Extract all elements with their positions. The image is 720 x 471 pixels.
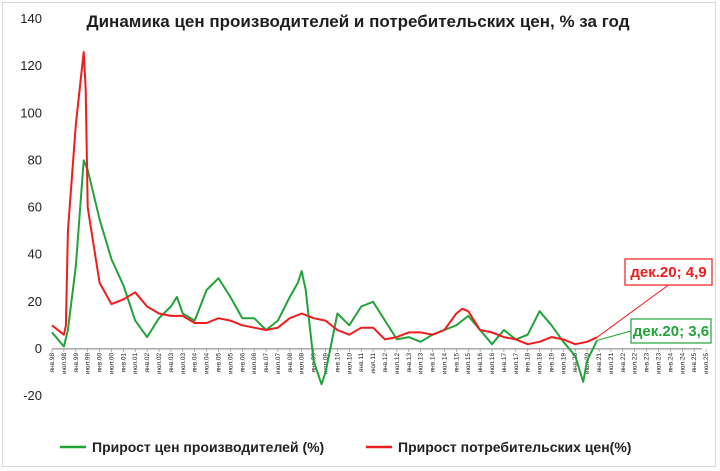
x-tick-label: янв.00 [97, 353, 104, 373]
x-tick-label: июл.07 [275, 353, 282, 375]
y-tick-label: 140 [20, 11, 42, 26]
callout-label: дек.20; 4,9 [630, 264, 706, 281]
x-tick-label: янв.17 [501, 353, 508, 373]
y-tick-label: 20 [28, 294, 42, 309]
x-axis-ticks: янв.98 июл.98 янв.99 июл.99 янв.00 июл.00 янв.… [49, 348, 710, 375]
x-tick-label: июл.08 [299, 353, 306, 375]
callout-box [624, 258, 713, 286]
x-tick-label: июл.25 [703, 353, 710, 375]
callout-leader [596, 330, 632, 341]
x-tick-label: июл.06 [251, 353, 258, 375]
x-tick-label: июл.13 [418, 353, 425, 375]
x-tick-label: янв.99 [73, 353, 80, 373]
x-tick-label: июл.23 [655, 353, 662, 375]
x-tick-label: июл.14 [441, 353, 448, 375]
x-tick-label: июл.24 [679, 353, 686, 375]
x-tick-label: июл.22 [632, 353, 639, 375]
x-tick-label: июл.03 [180, 353, 187, 375]
callout-box [630, 318, 712, 344]
x-tick-label: янв.19 [548, 353, 555, 373]
x-tick-label: янв.23 [644, 353, 651, 373]
legend-label: Прирост потребительских цен(%) [398, 439, 631, 455]
x-tick-label: янв.16 [477, 353, 484, 373]
x-tick-label: янв.08 [287, 353, 294, 373]
callout-label: дек.20; 3,6 [633, 323, 709, 340]
x-tick-label: янв.07 [263, 353, 270, 373]
x-tick-label: янв.25 [691, 353, 698, 373]
x-tick-label: июл.11 [370, 352, 377, 373]
series-lines [51, 51, 598, 386]
y-tick-label: 100 [20, 105, 42, 120]
chart-frame [2, 2, 716, 467]
x-tick-label: янв.14 [430, 353, 437, 373]
x-tick-label: янв.21 [596, 353, 603, 373]
y-tick-label: 120 [20, 58, 42, 73]
legend: Прирост цен производителей (%) Прирост по… [60, 439, 631, 455]
x-tick-label: июл.12 [394, 353, 401, 375]
x-tick-label: янв.05 [215, 353, 222, 373]
x-tick-label: янв.03 [168, 353, 175, 373]
x-tick-label: июл.99 [85, 353, 92, 375]
y-tick-label: 60 [28, 200, 42, 215]
x-tick-label: янв.10 [334, 353, 341, 373]
x-tick-label: янв.02 [144, 353, 151, 373]
x-tick-label: янв.18 [525, 353, 532, 373]
x-tick-label: июл.21 [608, 353, 615, 375]
callouts: дек.20; 4,9 дек.20; 3,6 [596, 258, 713, 344]
x-tick-label: июл.15 [465, 353, 472, 375]
x-tick-label: янв.15 [453, 353, 460, 373]
x-tick-label: янв.24 [667, 353, 674, 373]
x-tick-label: июл.00 [108, 353, 115, 375]
x-tick-label: июл.17 [513, 353, 520, 375]
y-tick-label: 0 [35, 341, 42, 356]
x-tick-label: июл.16 [489, 353, 496, 375]
x-tick-label: янв.22 [620, 353, 627, 373]
x-tick-label: янв.11 [358, 352, 365, 372]
x-tick-label: июл.01 [132, 353, 139, 375]
x-tick-label: июл.10 [346, 353, 353, 375]
x-tick-label: янв.20 [572, 353, 579, 373]
y-axis-ticks: -20 0 20 40 60 80 100 120 140 [20, 11, 42, 403]
y-tick-label: 80 [28, 152, 42, 167]
x-tick-label: янв.13 [406, 353, 413, 373]
x-tick-label: июл.04 [204, 353, 211, 375]
series-line-consumer-prices [51, 51, 598, 346]
x-tick-label: янв.06 [239, 353, 246, 373]
x-tick-label: янв.12 [382, 353, 389, 373]
x-tick-label: янв.98 [49, 353, 56, 373]
x-tick-label: июл.05 [227, 353, 234, 375]
callout-leader [596, 284, 669, 338]
y-tick-label: 40 [28, 247, 42, 262]
x-tick-label: июл.98 [61, 353, 68, 375]
x-tick-label: июл.02 [156, 353, 163, 375]
x-tick-label: янв.04 [192, 353, 199, 373]
chart-title: Динамика цен производителей и потребител… [86, 12, 629, 31]
legend-label: Прирост цен производителей (%) [92, 439, 324, 455]
x-tick-label: янв.01 [120, 353, 127, 373]
x-tick-label: июл.18 [537, 353, 544, 375]
y-tick-label: -20 [23, 388, 42, 403]
series-line-producer-prices [51, 159, 598, 386]
x-tick-label: июл.19 [560, 353, 567, 375]
x-tick-label: июл.09 [323, 353, 330, 375]
